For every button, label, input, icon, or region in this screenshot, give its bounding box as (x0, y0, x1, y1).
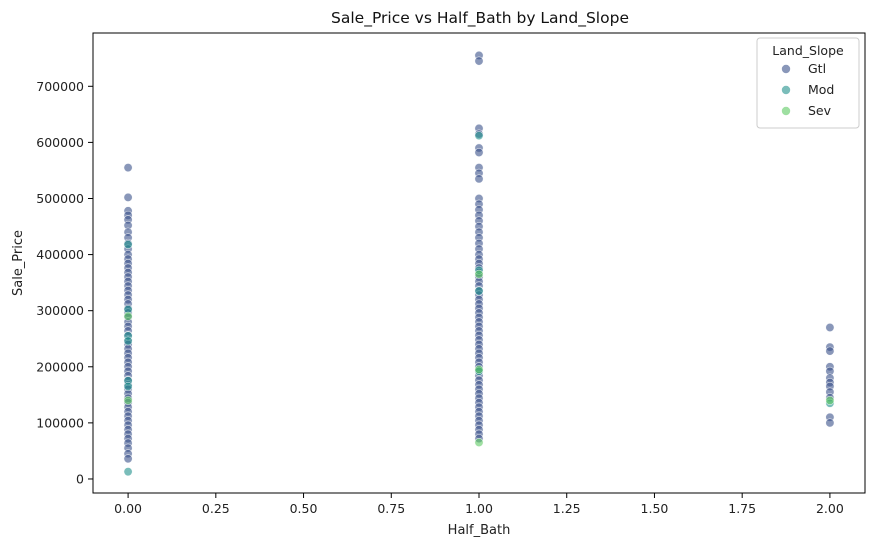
data-point-sev (474, 269, 484, 279)
x-tick-label: 1.50 (641, 501, 669, 516)
y-tick-label: 100000 (36, 415, 84, 430)
chart-title: Sale_Price vs Half_Bath by Land_Slope (331, 9, 629, 28)
data-points (123, 50, 835, 477)
data-point-mod (474, 131, 484, 141)
data-point-mod (123, 336, 133, 346)
data-point-gtl (825, 346, 835, 356)
y-tick-label: 300000 (36, 303, 84, 318)
data-point-gtl (825, 323, 835, 333)
data-point-gtl (123, 454, 133, 464)
data-point-gtl (825, 418, 835, 428)
data-point-mod (123, 381, 133, 391)
y-tick-label: 500000 (36, 191, 84, 206)
data-point-gtl (474, 147, 484, 157)
y-tick-label: 200000 (36, 359, 84, 374)
x-tick-label: 0.75 (377, 501, 405, 516)
data-point-sev (825, 395, 835, 405)
x-tick-label: 0.25 (202, 501, 230, 516)
legend-box (756, 37, 860, 129)
legend: Land_Slope Gtl Mod Sev (756, 37, 860, 129)
data-point-sev (474, 438, 484, 448)
x-axis: 0.00 0.25 0.50 0.75 1.00 1.25 1.50 1.75 2.00 (114, 493, 844, 516)
y-tick-label: 0 (76, 471, 84, 486)
data-point-gtl (474, 56, 484, 66)
legend-label-gtl: Gtl (808, 61, 826, 76)
x-tick-label: 0.00 (114, 501, 142, 516)
y-tick-label: 400000 (36, 247, 84, 262)
data-point-mod (123, 467, 133, 477)
y-tick-label: 600000 (36, 135, 84, 150)
data-point-gtl (123, 163, 133, 173)
y-tick-label: 700000 (36, 79, 84, 94)
x-tick-label: 0.50 (290, 501, 318, 516)
x-tick-label: 2.00 (816, 501, 844, 516)
x-tick-label: 1.25 (553, 501, 581, 516)
x-tick-label: 1.00 (465, 501, 493, 516)
legend-marker-gtl (781, 64, 791, 74)
y-axis-label: Sale_Price (11, 230, 26, 296)
legend-title: Land_Slope (772, 43, 844, 58)
legend-label-mod: Mod (808, 82, 834, 97)
x-tick-label: 1.75 (728, 501, 756, 516)
y-axis: 0 100000 200000 300000 400000 500000 600000 700… (36, 79, 93, 486)
legend-marker-mod (781, 85, 791, 95)
data-point-sev (123, 311, 133, 321)
x-axis-label: Half_Bath (448, 523, 511, 538)
legend-label-sev: Sev (808, 103, 832, 118)
data-point-sev (123, 395, 133, 405)
data-point-mod (474, 286, 484, 296)
data-point-gtl (123, 192, 133, 202)
data-point-sev (474, 365, 484, 375)
legend-marker-sev (781, 106, 791, 116)
data-point-mod (123, 239, 133, 249)
data-point-gtl (474, 174, 484, 184)
